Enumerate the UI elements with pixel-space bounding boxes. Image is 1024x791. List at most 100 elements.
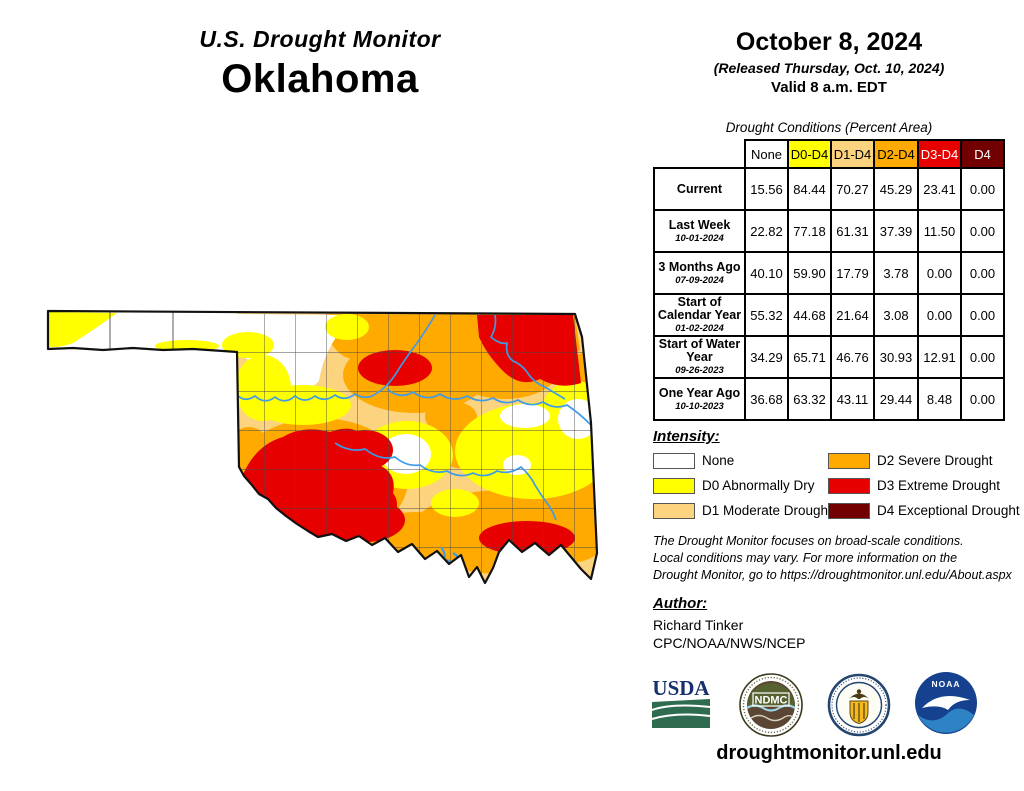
value-cell: 55.32 [744, 293, 789, 337]
disclaimer-line: The Drought Monitor focuses on broad-sca… [653, 534, 964, 548]
value-cell: 15.56 [744, 167, 789, 211]
value-cell: 46.76 [830, 335, 875, 379]
drought-regions [48, 311, 597, 583]
legend-label: D3 Extreme Drought [877, 478, 1001, 493]
legend-item: D1 Moderate Drought [653, 502, 832, 519]
row-label: One Year Ago 10-10-2023 [653, 377, 746, 421]
title-block: U.S. Drought Monitor Oklahoma [120, 26, 520, 102]
disclaimer: The Drought Monitor focuses on broad-sca… [653, 533, 1012, 584]
table-row: Start of Calendar Year 01-02-2024 55.32 44.… [653, 293, 1005, 337]
value-cell: 0.00 [917, 251, 962, 295]
value-cell: 0.00 [960, 335, 1005, 379]
legend-label: D0 Abnormally Dry [702, 478, 815, 493]
table-corner-cell [654, 140, 745, 168]
conditions-table-body: Current 15.56 84.44 70.27 45.29 23.41 0.00 Last… [653, 167, 1005, 421]
usda-logo-text: USDA [652, 678, 710, 700]
column-header-d4: D4 [960, 139, 1005, 169]
legend-swatch [653, 502, 695, 519]
value-cell: 3.08 [873, 293, 919, 337]
value-cell: 44.68 [787, 293, 832, 337]
value-cell: 43.11 [830, 377, 875, 421]
legend-swatch [828, 502, 870, 519]
value-cell: 77.18 [787, 209, 832, 253]
row-label: Start of Calendar Year 01-02-2024 [653, 293, 746, 337]
released-date: (Released Thursday, Oct. 10, 2024) [713, 60, 945, 76]
date-block: October 8, 2024 (Released Thursday, Oct.… [653, 28, 1005, 96]
table-row: Last Week 10-01-2024 22.82 77.18 61.31 37.39 1… [653, 209, 1005, 253]
legend-swatch [828, 477, 870, 494]
value-cell: 8.48 [917, 377, 962, 421]
value-cell: 61.31 [830, 209, 875, 253]
doc-logo [827, 673, 891, 737]
legend-item: None [653, 452, 832, 469]
river-cimarron [386, 388, 592, 426]
ndmc-logo: NDMC [739, 673, 803, 737]
conditions-table-head: None D0-D4 D1-D4 D2-D4 D3-D4 D4 [654, 139, 1005, 169]
legend-swatch [828, 452, 870, 469]
river-canadian [334, 442, 557, 521]
legend-swatch [653, 477, 695, 494]
value-cell: 29.44 [873, 377, 919, 421]
value-cell: 0.00 [960, 377, 1005, 421]
legend-item: D2 Severe Drought [828, 452, 1020, 469]
value-cell: 30.93 [873, 335, 919, 379]
value-cell: 34.29 [744, 335, 789, 379]
legend-item: D3 Extreme Drought [828, 477, 1020, 494]
region-d0 [49, 312, 117, 348]
column-header-none: None [744, 139, 789, 169]
legend-label: D2 Severe Drought [877, 453, 993, 468]
value-cell: 84.44 [787, 167, 832, 211]
value-cell: 40.10 [744, 251, 789, 295]
website-url: droughtmonitor.unl.edu [716, 742, 942, 764]
legend-label: D4 Exceptional Drought [877, 503, 1020, 518]
intensity-heading: Intensity: [653, 428, 720, 445]
disclaimer-line: Local conditions may vary. For more info… [653, 551, 958, 565]
legend-col-left: None D0 Abnormally Dry D1 Moderate Drought [653, 452, 832, 519]
value-cell: 11.50 [917, 209, 962, 253]
value-cell: 0.00 [960, 167, 1005, 211]
noaa-logo: NOAA [915, 672, 977, 734]
table-caption: Drought Conditions (Percent Area) [725, 120, 933, 135]
table-row: Start of Water Year 09-26-2023 34.29 65.71 4… [653, 335, 1005, 379]
author-name: Richard Tinker [653, 617, 744, 633]
report-title: U.S. Drought Monitor [199, 26, 441, 52]
author-heading: Author: [653, 595, 708, 612]
column-header-d1-d4: D1-D4 [830, 139, 875, 169]
column-header-d2-d4: D2-D4 [873, 139, 919, 169]
river-arkansas [489, 314, 566, 400]
value-cell: 17.79 [830, 251, 875, 295]
conditions-table: None D0-D4 D1-D4 D2-D4 D3-D4 D4 Current 15.56 8… [653, 139, 1005, 421]
value-cell: 0.00 [917, 293, 962, 337]
legend-label: None [702, 453, 735, 468]
value-cell: 59.90 [787, 251, 832, 295]
panhandle-county-lines [109, 312, 174, 350]
value-cell: 12.91 [917, 335, 962, 379]
map-date: October 8, 2024 [735, 28, 923, 56]
row-label: 3 Months Ago 07-09-2024 [653, 251, 746, 295]
legend-item: D4 Exceptional Drought [828, 502, 1020, 519]
legend-col-right: D2 Severe Drought D3 Extreme Drought D4 Ex… [828, 452, 1020, 519]
state-name: Oklahoma [221, 57, 419, 101]
value-cell: 23.41 [917, 167, 962, 211]
value-cell: 3.78 [873, 251, 919, 295]
value-cell: 36.68 [744, 377, 789, 421]
disclaimer-line: Drought Monitor, go to https://droughtmo… [653, 568, 1012, 582]
value-cell: 70.27 [830, 167, 875, 211]
noaa-logo-text: NOAA [931, 679, 960, 689]
column-header-d3-d4: D3-D4 [917, 139, 962, 169]
row-label: Last Week 10-01-2024 [653, 209, 746, 253]
value-cell: 45.29 [873, 167, 919, 211]
author-org: CPC/NOAA/NWS/NCEP [653, 635, 806, 651]
value-cell: 22.82 [744, 209, 789, 253]
value-cell: 63.32 [787, 377, 832, 421]
river-north-canadian [236, 314, 436, 402]
ndmc-logo-text: NDMC [755, 695, 788, 707]
state-border [46, 309, 599, 585]
oklahoma-drought-map [46, 309, 599, 585]
legend-swatch [653, 452, 695, 469]
row-label: Current [653, 167, 746, 211]
value-cell: 0.00 [960, 251, 1005, 295]
table-row: 3 Months Ago 07-09-2024 40.10 59.90 17.79 3.7… [653, 251, 1005, 295]
value-cell: 21.64 [830, 293, 875, 337]
